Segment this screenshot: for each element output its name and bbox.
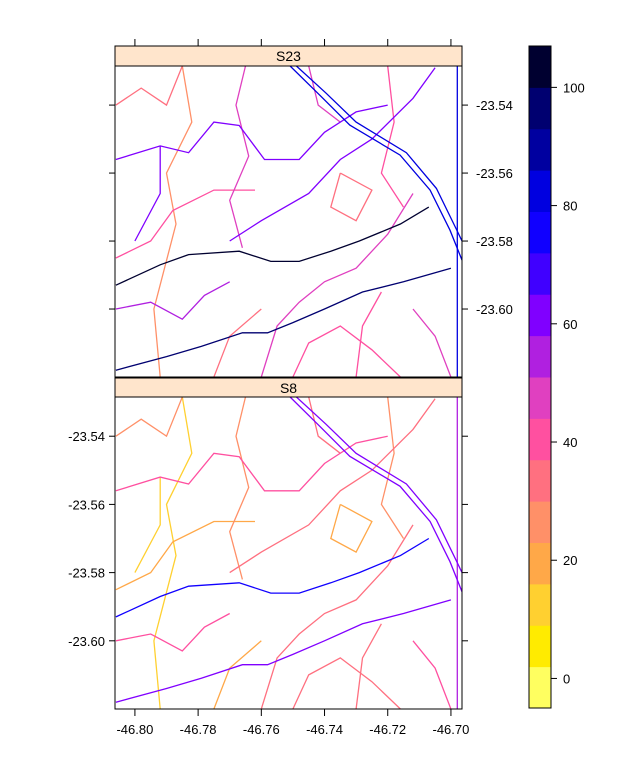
road-line: [295, 397, 462, 573]
panel-strip: [114, 45, 463, 67]
road-line: [412, 308, 452, 377]
x-tick-label: -46.76: [243, 722, 280, 737]
road-line: [115, 520, 255, 591]
colorkey-band: [529, 501, 551, 543]
colorkey-band: [529, 459, 551, 502]
road-line: [330, 503, 373, 553]
colorkey-band: [529, 87, 551, 130]
road-line: [292, 657, 401, 709]
colorkey-tick-label: 80: [563, 199, 577, 214]
colorkey-border: [528, 45, 552, 709]
roads: [115, 397, 462, 709]
colorkey-band: [529, 46, 551, 88]
road-line: [412, 640, 452, 709]
road-line: [115, 599, 452, 703]
colorkey-band: [529, 170, 551, 212]
strip-label: S8: [280, 380, 297, 396]
road-line: [260, 193, 414, 377]
road-line: [115, 104, 388, 161]
road-line: [229, 67, 436, 242]
road-line: [115, 397, 183, 438]
road-line: [308, 66, 341, 123]
x-tick-label: -46.74: [306, 722, 343, 737]
road-line: [229, 66, 250, 248]
y-tick-label: -23.60: [68, 634, 105, 649]
colorkey-tick-label: 40: [563, 435, 577, 450]
colorkey-band: [529, 335, 551, 378]
road-line: [260, 524, 414, 709]
road-line: [153, 397, 193, 709]
road-line: [289, 397, 462, 592]
road-line: [380, 66, 405, 208]
strip-label: S23: [276, 48, 301, 64]
panel-S23: S23: [114, 45, 463, 378]
road-line: [134, 145, 161, 242]
road-line: [115, 281, 231, 321]
colorkey-band: [529, 418, 551, 461]
x-tick-label: -46.78: [180, 722, 217, 737]
road-line: [355, 623, 382, 709]
road-line: [115, 206, 430, 286]
road-line: [229, 397, 250, 580]
panel-border: [114, 396, 463, 710]
road-line: [330, 172, 373, 222]
colorkey-band: [529, 583, 551, 626]
road-line: [292, 325, 401, 377]
x-tick-label: -46.80: [116, 722, 153, 737]
colorkey-tick-label: 20: [563, 553, 577, 568]
road-line: [134, 477, 161, 573]
road-line: [308, 397, 341, 454]
road-line: [115, 435, 388, 492]
y-tick-label: -23.56: [68, 497, 105, 512]
colorkey-band: [529, 625, 551, 668]
road-line: [115, 612, 231, 652]
road-line: [355, 291, 382, 377]
road-line: [115, 537, 430, 618]
y-tick-label: -23.60: [476, 302, 513, 317]
y-tick-label: -23.54: [68, 429, 105, 444]
panel-strip: [114, 377, 463, 398]
colorkey-tick-label: 60: [563, 317, 577, 332]
y-tick-label: -23.58: [68, 566, 105, 581]
road-line: [115, 189, 255, 259]
road-line: [213, 308, 262, 377]
road-line: [115, 267, 452, 371]
panel-border: [114, 65, 463, 378]
colorkey-band: [529, 666, 551, 709]
road-line: [289, 66, 462, 261]
y-tick-label: -23.58: [476, 234, 513, 249]
x-tick-label: -46.70: [433, 722, 470, 737]
road-line: [115, 66, 183, 107]
road-line: [380, 397, 405, 539]
road-line: [229, 398, 436, 574]
colorkey-band: [529, 128, 551, 171]
colorkey-band: [529, 294, 551, 337]
colorkey: 0 20 40 60 80 100: [528, 45, 585, 709]
y-tick-label: -23.56: [476, 166, 513, 181]
colorkey-tick-label: 0: [563, 671, 570, 686]
colorkey-band: [529, 377, 551, 419]
road-line: [213, 640, 262, 709]
colorkey-tick-label: 100: [563, 80, 585, 95]
y-tick-label: -23.54: [476, 98, 513, 113]
road-line: [295, 66, 462, 242]
panel-S8: S8: [114, 377, 463, 710]
road-line: [153, 66, 193, 377]
colorkey-band: [529, 542, 551, 585]
colorkey-band: [529, 252, 551, 295]
colorkey-band: [529, 211, 551, 254]
roads: [115, 66, 462, 377]
x-tick-label: -46.72: [369, 722, 406, 737]
